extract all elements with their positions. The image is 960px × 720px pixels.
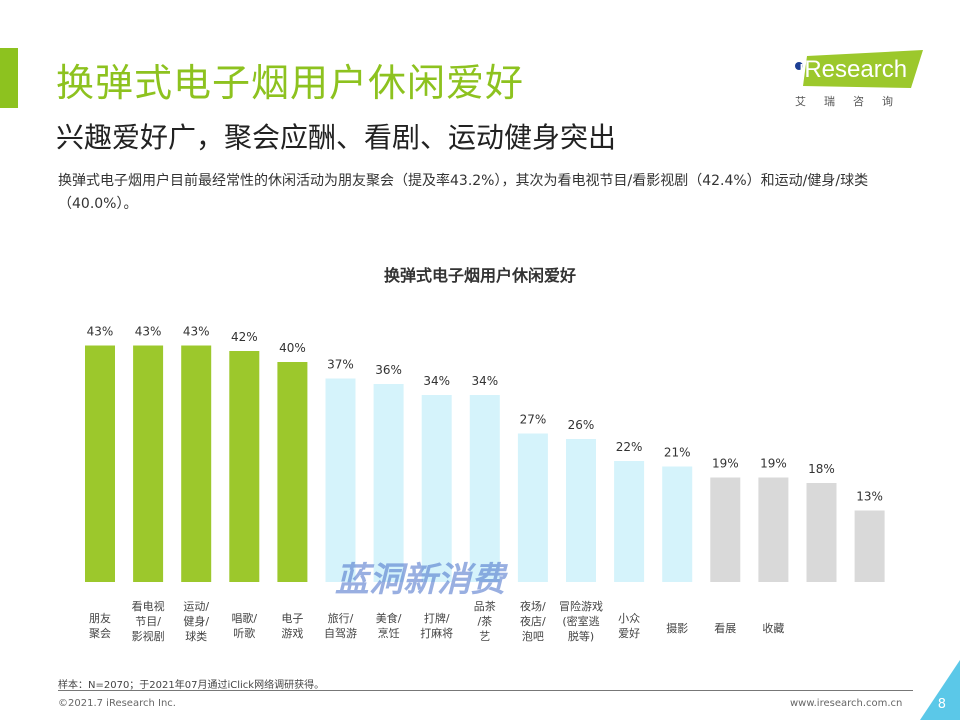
bar [229,351,260,582]
copyright: ©2021.7 iResearch Inc. [58,698,176,709]
data-label: 43% [183,325,210,339]
data-label: 43% [135,325,162,339]
data-label: 43% [87,325,114,339]
data-label: 19% [760,457,787,471]
category-label: 看电视节目/影视剧 [132,599,165,643]
category-label: 朋友聚会 [89,611,111,640]
bar [710,477,741,582]
bar [517,433,548,582]
logo-cn: 艾瑞咨询 [795,95,911,108]
data-label: 36% [375,363,402,377]
bar-chart: 43% 43% 43% 42% 40% 37% 36% 34% 34% 27% 26% 22% 21% 1… [85,325,885,643]
category-label: 摄影 [666,621,688,635]
category-label: 小众爱好 [618,612,640,640]
bar [85,345,115,582]
data-label: 22% [616,440,643,454]
page-title: 换弹式电子烟用户休闲爱好 [56,61,525,105]
category-label: 唱歌/听歌 [231,611,257,640]
website-url: www.iresearch.com.cn [790,698,903,709]
footer-divider [58,690,913,691]
data-label: 19% [712,457,739,471]
bar [469,395,500,582]
sample-note: 样本：N=2070；于2021年07月通过iClick网络调研获得。 [58,680,325,691]
page-corner [920,660,960,720]
category-label: 品茶/茶艺 [474,600,496,643]
category-label: 看展 [714,621,736,635]
title-accent-bar [0,48,18,108]
bar [854,510,885,582]
category-label: 旅行/自驾游 [324,611,357,640]
category-label: 打牌/打麻将 [420,611,453,640]
bar [325,378,356,582]
bar [614,461,645,582]
bar [662,466,693,582]
category-label: 美食/烹饪 [376,611,402,640]
data-label: 18% [808,462,835,476]
data-label: 34% [471,374,498,388]
data-label: 26% [568,418,595,432]
data-label: 13% [856,490,883,504]
category-label: 冒险游戏(密室逃脱等) [559,599,603,643]
page-number: 8 [937,697,946,712]
bar [806,483,837,582]
data-label: 27% [520,413,547,427]
bar [421,395,452,582]
data-label: 42% [231,330,258,344]
page-description: 换弹式电子烟用户目前最经常性的休闲活动为朋友聚会（提及率43.2%），其次为看电… [58,173,869,212]
bar [373,384,404,582]
category-label: 运动/健身/球类 [183,600,209,643]
category-label: 夜场/夜店/泡吧 [520,599,546,643]
bar [181,345,212,582]
iresearch-logo: iResearch [793,50,923,100]
chart-title: 换弹式电子烟用户休闲爱好 [383,266,576,285]
logo-word: iResearch [799,56,908,83]
bar [133,345,164,582]
data-label: 40% [279,341,306,355]
page-subtitle: 兴趣爱好广，聚会应酬、看剧、运动健身突出 [56,121,617,154]
bar [277,362,308,582]
bar [566,439,596,582]
bar [758,477,789,582]
data-label: 34% [423,374,450,388]
category-label: 收藏 [762,621,784,635]
watermark: 蓝洞新消费 [335,560,505,600]
data-label: 37% [327,358,354,372]
category-label: 电子游戏 [281,612,303,640]
data-label: 21% [664,446,691,460]
